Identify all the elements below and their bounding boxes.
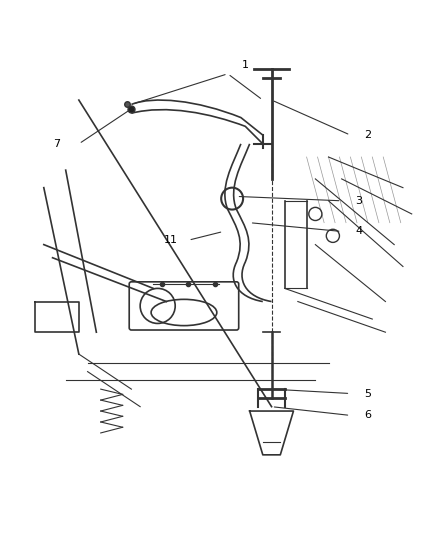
Text: 5: 5 bbox=[364, 389, 371, 399]
Text: 2: 2 bbox=[364, 130, 371, 140]
Text: 7: 7 bbox=[53, 139, 60, 149]
Text: 3: 3 bbox=[356, 196, 363, 206]
Text: 1: 1 bbox=[242, 60, 249, 70]
Text: 11: 11 bbox=[164, 235, 178, 245]
Text: 4: 4 bbox=[356, 227, 363, 237]
Text: 6: 6 bbox=[364, 410, 371, 421]
